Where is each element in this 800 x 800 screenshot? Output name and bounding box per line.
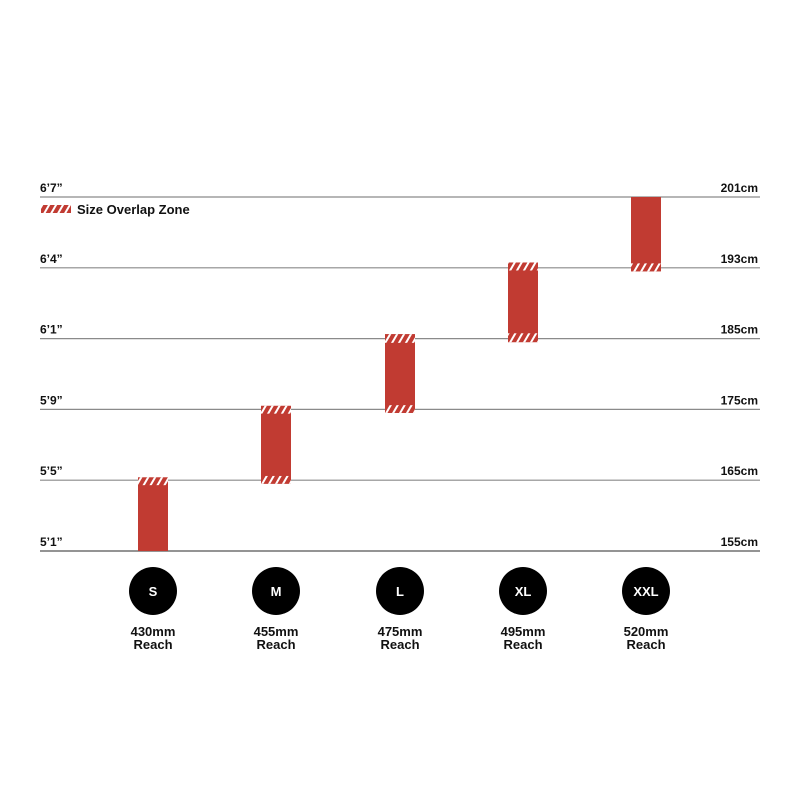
bar-xxl bbox=[631, 197, 661, 272]
overlap-zone-bottom bbox=[631, 263, 661, 272]
overlap-zone-bottom bbox=[385, 405, 415, 413]
reach-value: 455mm bbox=[254, 624, 299, 639]
size-badge bbox=[376, 567, 424, 615]
legend-label: Size Overlap Zone bbox=[77, 202, 190, 217]
overlap-zone-top bbox=[261, 405, 291, 414]
y-tick-left: 6’4” bbox=[40, 252, 63, 266]
y-tick-left: 6’7” bbox=[40, 181, 63, 195]
overlap-zone-top bbox=[385, 334, 415, 343]
reach-label: Reach bbox=[133, 637, 172, 652]
reach-label: Reach bbox=[503, 637, 542, 652]
size-label: S bbox=[149, 584, 158, 599]
y-tick-right: 175cm bbox=[721, 393, 758, 407]
bar-s bbox=[138, 477, 168, 551]
reach-value: 475mm bbox=[378, 624, 423, 639]
size-badge bbox=[499, 567, 547, 615]
reach-value: 430mm bbox=[131, 624, 176, 639]
size-badge bbox=[622, 567, 670, 615]
size-label: XXL bbox=[633, 584, 658, 599]
overlap-zone-top bbox=[138, 477, 168, 486]
y-tick-left: 5’9” bbox=[40, 393, 63, 407]
y-tick-right: 155cm bbox=[721, 535, 758, 549]
bar-m bbox=[261, 405, 291, 484]
legend: Size Overlap Zone bbox=[41, 202, 190, 217]
reach-label: Reach bbox=[380, 637, 419, 652]
size-label: M bbox=[271, 584, 282, 599]
reach-value: 495mm bbox=[501, 624, 546, 639]
reach-label: Reach bbox=[256, 637, 295, 652]
y-tick-right: 185cm bbox=[721, 323, 758, 337]
overlap-zone-bottom bbox=[508, 333, 538, 343]
bar-xl bbox=[508, 262, 538, 343]
bar-l bbox=[385, 334, 415, 413]
y-tick-right: 165cm bbox=[721, 464, 758, 478]
size-label: L bbox=[396, 584, 404, 599]
legend-hatch-swatch bbox=[41, 205, 71, 213]
y-tick-left: 6’1” bbox=[40, 323, 63, 337]
overlap-zone-bottom bbox=[261, 475, 291, 484]
y-tick-right: 201cm bbox=[721, 181, 758, 195]
y-tick-left: 5’5” bbox=[40, 464, 63, 478]
y-tick-right: 193cm bbox=[721, 252, 758, 266]
size-label: XL bbox=[515, 584, 532, 599]
reach-label: Reach bbox=[626, 637, 665, 652]
y-tick-left: 5’1” bbox=[40, 535, 63, 549]
size-badge bbox=[129, 567, 177, 615]
size-badge bbox=[252, 567, 300, 615]
reach-value: 520mm bbox=[624, 624, 669, 639]
overlap-zone-top bbox=[508, 262, 538, 271]
